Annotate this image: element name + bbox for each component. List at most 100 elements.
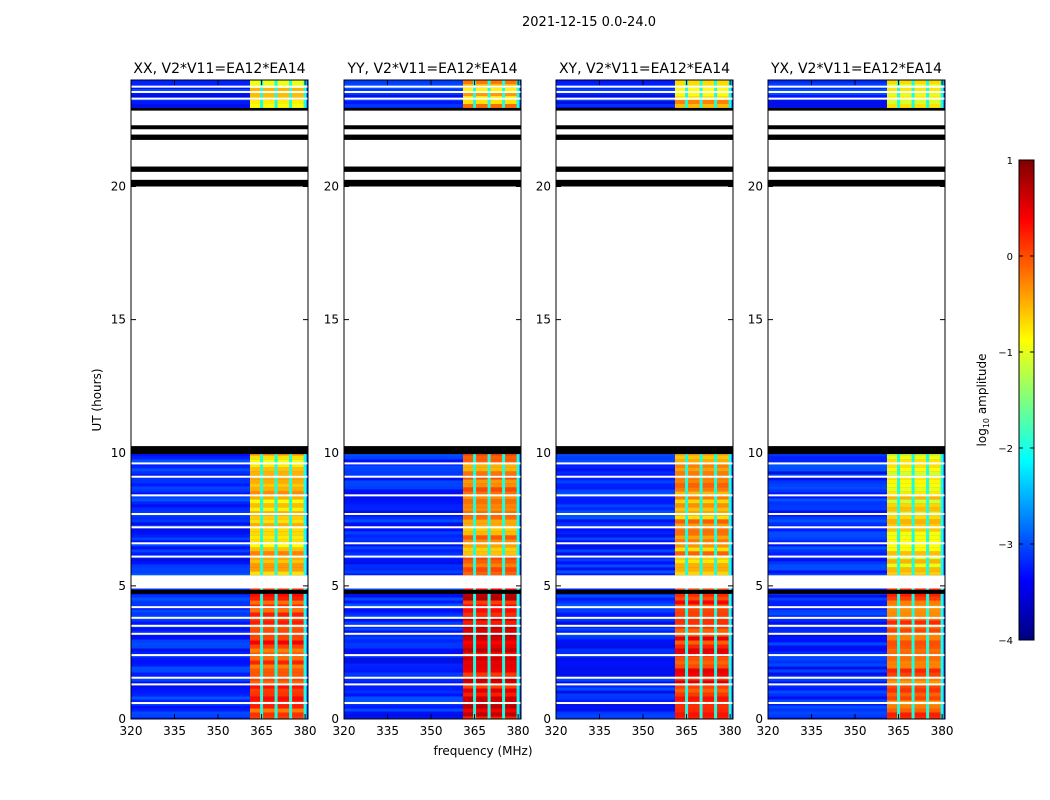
noise-row [131, 603, 250, 607]
noise-row [768, 456, 887, 460]
channel-column [940, 80, 944, 110]
colorbar-scale [1018, 159, 1035, 641]
noise-row [344, 684, 463, 688]
noise-row [131, 657, 250, 661]
y-tick-label: 20 [111, 180, 126, 194]
flag-line [768, 85, 945, 88]
flag-line [344, 624, 521, 627]
colorbar-tick-label: −4 [998, 636, 1013, 647]
noise-row [344, 618, 463, 622]
noise-row [556, 483, 675, 487]
noise-row [556, 681, 675, 685]
channel-column [274, 447, 278, 576]
noise-row [131, 714, 250, 718]
figure-title: 2021-12-15 0.0-24.0 [522, 15, 656, 30]
y-tick-label: 5 [118, 579, 126, 593]
noise-row [556, 89, 675, 92]
colorbar-tick-label: 0 [1007, 252, 1013, 263]
channel-column [303, 447, 307, 576]
channel-column [502, 447, 506, 576]
noise-row [131, 627, 250, 631]
noise-row [344, 504, 463, 508]
noise-row [131, 471, 250, 475]
y-tick-label: 10 [536, 446, 551, 460]
noise-row [344, 570, 463, 574]
noise-row [131, 663, 250, 667]
noise-row [344, 603, 463, 607]
noise-row [344, 465, 463, 469]
flag-line [556, 654, 733, 657]
noise-row [556, 537, 675, 541]
noise-row [344, 519, 463, 523]
noise-row [556, 510, 675, 514]
noise-row [344, 630, 463, 634]
noise-row [344, 567, 463, 571]
noise-row [768, 561, 887, 565]
noise-row [768, 660, 887, 664]
black-band [768, 589, 945, 594]
flag-line [131, 676, 308, 679]
noise-row [556, 468, 675, 472]
noise-row [131, 597, 250, 601]
noise-row [131, 690, 250, 694]
y-tick-label: 10 [324, 446, 339, 460]
noise-row [131, 92, 250, 95]
flag-line [344, 526, 521, 529]
x-tick-label: 350 [420, 724, 443, 738]
noise-row [556, 531, 675, 535]
black-band [556, 446, 733, 455]
noise-row [131, 531, 250, 535]
black-band [131, 107, 308, 111]
noise-row [131, 561, 250, 565]
noise-row [344, 507, 463, 511]
flag-line [131, 475, 308, 478]
x-tick-label: 320 [545, 724, 568, 738]
colorbar-tick-label: 1 [1007, 156, 1013, 167]
flag-line [344, 606, 521, 609]
panels-group: XX, V2*V11=EA12*EA14 320 335 350 365 380 0 5 10 1… [111, 61, 954, 738]
colorbar-label: log10 amplitude [975, 354, 991, 447]
noise-row [344, 80, 463, 83]
noise-row [131, 621, 250, 625]
y-axis-label: UT (hours) [90, 368, 104, 431]
noise-row [768, 612, 887, 616]
x-tick-label: 365 [675, 724, 698, 738]
black-band [344, 179, 521, 187]
noise-row [344, 543, 463, 547]
noise-row [556, 708, 675, 712]
noise-row [556, 101, 675, 104]
noise-row [556, 492, 675, 496]
noise-row [556, 633, 675, 637]
noise-row [768, 471, 887, 475]
noise-row [131, 480, 250, 484]
noise-row [131, 489, 250, 493]
flag-line [768, 624, 945, 627]
noise-row [556, 480, 675, 484]
flag-line [131, 526, 308, 529]
noise-row [344, 708, 463, 712]
panel-yx: YX, V2*V11=EA12*EA14 320 335 350 365 380 0 5 10 1… [748, 61, 954, 738]
noise-row [344, 663, 463, 667]
black-band [344, 107, 521, 111]
channel-column [289, 588, 293, 719]
black-band [556, 125, 733, 130]
noise-row [768, 630, 887, 634]
noise-row [131, 705, 250, 709]
y-tick-label: 15 [111, 313, 126, 327]
channel-column [728, 447, 732, 576]
noise-row [131, 83, 250, 86]
noise-row [344, 714, 463, 718]
noise-row [131, 465, 250, 469]
flag-line [131, 494, 308, 497]
noise-row [556, 534, 675, 538]
flag-line [768, 654, 945, 657]
noise-row [344, 621, 463, 625]
noise-row [131, 612, 250, 616]
black-band [131, 589, 308, 594]
flag-line [344, 616, 521, 619]
y-tick-label: 0 [118, 712, 126, 726]
noise-row [131, 630, 250, 634]
channel-column [516, 588, 520, 719]
noise-row [768, 621, 887, 625]
noise-row [344, 546, 463, 550]
